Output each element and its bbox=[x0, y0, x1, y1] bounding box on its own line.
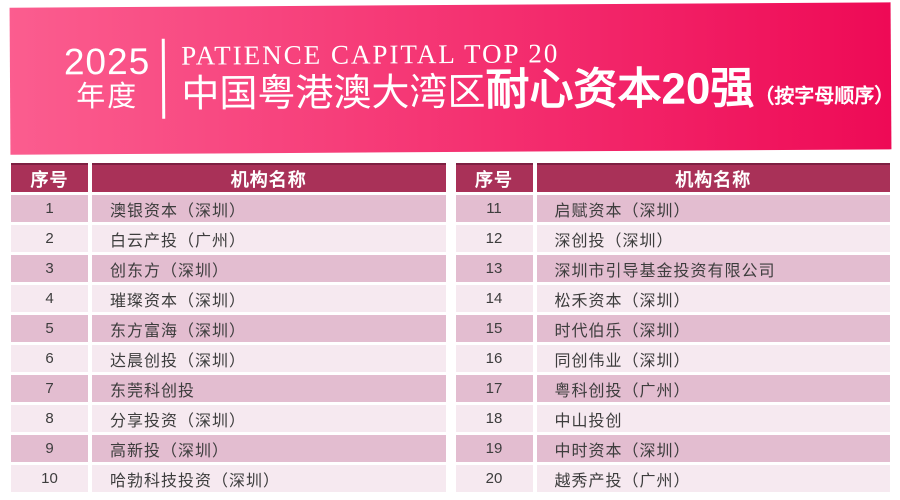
row-rank: 14 bbox=[455, 285, 533, 312]
ranking-tables: 序号 机构名称 1 澳银资本（深圳） 2 白云产投（广州） 3 创东方（深圳） 4 璀璨资本（… bbox=[11, 163, 890, 492]
alphabetical-order-note: （按字母顺序） bbox=[754, 85, 895, 109]
institution-name: 达晨创投（深圳） bbox=[92, 345, 446, 372]
row-rank: 19 bbox=[455, 435, 533, 462]
title-region: 中国粤港澳大湾区 bbox=[181, 71, 486, 116]
row-rank: 15 bbox=[455, 315, 533, 342]
column-header-institution: 机构名称 bbox=[536, 163, 890, 192]
row-rank: 11 bbox=[455, 195, 533, 222]
row-rank: 13 bbox=[455, 255, 533, 282]
institution-name: 启赋资本（深圳） bbox=[536, 195, 890, 222]
row-rank: 12 bbox=[455, 225, 533, 252]
institution-name: 同创伟业（深圳） bbox=[536, 345, 890, 372]
title-main: 耐心资本20强 bbox=[485, 64, 755, 115]
row-rank: 3 bbox=[11, 255, 88, 282]
institution-name: 分享投资（深圳） bbox=[92, 405, 446, 432]
institution-name: 白云产投（广州） bbox=[92, 225, 446, 252]
column-header-rank: 序号 bbox=[11, 163, 88, 192]
institution-name: 越秀产投（广州） bbox=[536, 465, 890, 492]
column-header-rank: 序号 bbox=[455, 163, 533, 192]
row-rank: 2 bbox=[11, 225, 88, 252]
institution-name: 松禾资本（深圳） bbox=[536, 285, 890, 312]
institution-name: 东莞科创投 bbox=[92, 375, 446, 402]
institution-name: 粤科创投（广州） bbox=[536, 375, 890, 402]
institution-name: 哈勃科技投资（深圳） bbox=[92, 465, 446, 492]
row-rank: 18 bbox=[455, 405, 533, 432]
column-header-institution: 机构名称 bbox=[92, 163, 446, 192]
title-block: PATIENCE CAPITAL TOP 20 中国粤港澳大湾区耐心资本20强（… bbox=[181, 37, 895, 116]
title-banner: 2025 年度 PATIENCE CAPITAL TOP 20 中国粤港澳大湾区… bbox=[9, 2, 895, 155]
title-chinese: 中国粤港澳大湾区耐心资本20强（按字母顺序） bbox=[181, 64, 895, 116]
row-rank: 7 bbox=[11, 375, 88, 402]
left-rank-table: 序号 机构名称 1 澳银资本（深圳） 2 白云产投（广州） 3 创东方（深圳） 4 璀璨资本（… bbox=[11, 163, 446, 492]
institution-name: 高新投（深圳） bbox=[92, 435, 446, 462]
row-rank: 5 bbox=[11, 315, 88, 342]
row-rank: 1 bbox=[11, 195, 88, 222]
row-rank: 6 bbox=[11, 345, 88, 372]
institution-name: 澳银资本（深圳） bbox=[92, 195, 446, 222]
row-rank: 9 bbox=[11, 435, 88, 462]
row-rank: 20 bbox=[455, 465, 533, 492]
year-label: 2025 bbox=[63, 41, 151, 83]
row-rank: 8 bbox=[11, 405, 88, 432]
row-rank: 16 bbox=[455, 345, 533, 372]
institution-name: 东方富海（深圳） bbox=[92, 315, 446, 342]
institution-name: 璀璨资本（深圳） bbox=[92, 285, 446, 312]
institution-name: 时代伯乐（深圳） bbox=[536, 315, 890, 342]
institution-name: 深圳市引导基金投资有限公司 bbox=[536, 255, 890, 282]
institution-name: 中山投创 bbox=[536, 405, 890, 432]
institution-name: 深创投（深圳） bbox=[536, 225, 890, 252]
banner-divider bbox=[162, 38, 166, 119]
institution-name: 创东方（深圳） bbox=[92, 255, 446, 282]
row-rank: 17 bbox=[455, 375, 533, 402]
banner-content: 2025 年度 PATIENCE CAPITAL TOP 20 中国粤港澳大湾区… bbox=[10, 34, 895, 123]
year-suffix-label: 年度 bbox=[76, 81, 139, 114]
institution-name: 中时资本（深圳） bbox=[536, 435, 890, 462]
row-rank: 4 bbox=[11, 285, 88, 312]
right-rank-table: 序号 机构名称 11 启赋资本（深圳） 12 深创投（深圳） 13 深圳市引导基金投资有限… bbox=[455, 163, 890, 492]
year-block: 2025 年度 bbox=[63, 41, 151, 114]
row-rank: 10 bbox=[11, 465, 88, 492]
